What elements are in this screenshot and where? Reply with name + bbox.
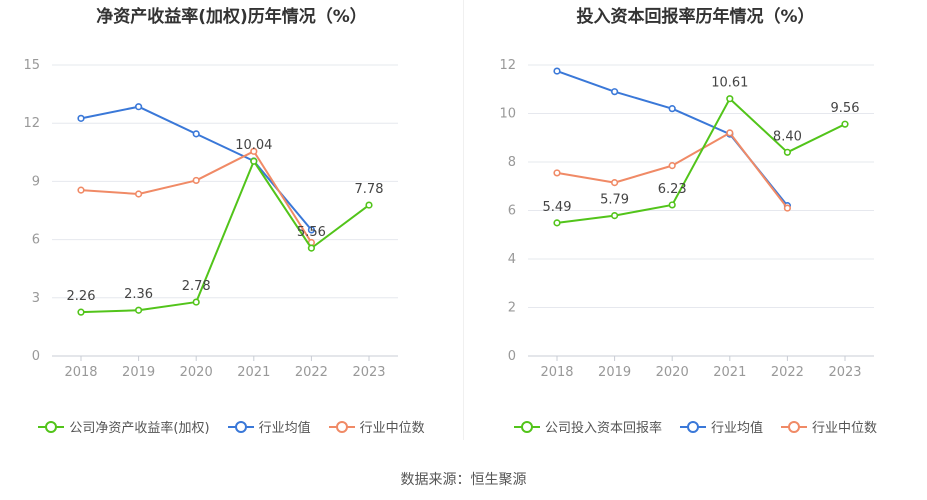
y-tick-label: 2 bbox=[508, 301, 516, 316]
y-tick-label: 15 bbox=[23, 58, 40, 73]
data-point-company bbox=[783, 148, 792, 156]
data-point-avg bbox=[77, 114, 85, 122]
legend-item-industry-median[interactable]: 行业中位数 bbox=[781, 417, 877, 436]
data-point-company bbox=[250, 157, 258, 165]
legend-item-industry-average[interactable]: 行业均值 bbox=[679, 417, 763, 436]
data-label: 2.26 bbox=[67, 289, 96, 304]
legend-line-marker-icon bbox=[38, 420, 65, 434]
roic-chart-panel: 投入资本回报率历年情况（%） 0 2 4 6 8 10 12 2018 2019 2020 2021… bbox=[464, 0, 927, 460]
legend-item-company[interactable]: 公司投入资本回报率 bbox=[513, 417, 662, 436]
x-tick-label: 2018 bbox=[540, 365, 573, 380]
chart-legend: 公司投入资本回报率 行业均值 行业中位数 bbox=[464, 417, 927, 436]
legend-label: 行业中位数 bbox=[812, 421, 878, 436]
y-tick-label: 0 bbox=[32, 349, 40, 364]
legend-label: 行业中位数 bbox=[359, 421, 425, 436]
data-label: 5.49 bbox=[543, 200, 572, 215]
data-source-note: 数据来源：恒生聚源 bbox=[400, 472, 527, 488]
x-tick-label: 2021 bbox=[713, 365, 746, 380]
data-point-median bbox=[611, 179, 619, 187]
series-line-avg bbox=[80, 105, 313, 231]
data-point-avg bbox=[135, 103, 143, 111]
data-point-company bbox=[841, 120, 849, 128]
legend-label: 行业均值 bbox=[258, 421, 311, 436]
data-point-avg bbox=[553, 67, 561, 75]
legend-line-marker-icon bbox=[227, 420, 254, 434]
y-tick-label: 10 bbox=[499, 107, 516, 122]
x-tick-label: 2020 bbox=[656, 365, 689, 380]
legend-line-marker-icon bbox=[781, 420, 807, 434]
legend-label: 公司净资产收益率(加权) bbox=[69, 421, 210, 436]
data-point-company bbox=[726, 95, 734, 103]
data-point-company bbox=[135, 306, 143, 314]
data-point-median bbox=[668, 162, 676, 170]
legend-label: 公司投入资本回报率 bbox=[544, 421, 662, 436]
y-tick-label: 6 bbox=[32, 233, 40, 248]
data-point-company bbox=[611, 211, 619, 220]
data-label: 7.78 bbox=[355, 182, 384, 197]
y-tick-label: 4 bbox=[508, 252, 516, 267]
data-point-median bbox=[250, 147, 258, 155]
data-label: 2.36 bbox=[124, 287, 153, 302]
series-line-company bbox=[556, 97, 846, 224]
y-tick-label: 3 bbox=[32, 291, 40, 306]
data-label: 10.04 bbox=[235, 138, 272, 153]
data-point-company bbox=[668, 201, 676, 209]
x-tick-label: 2021 bbox=[237, 365, 270, 380]
data-label: 9.56 bbox=[831, 101, 860, 116]
data-point-median bbox=[553, 169, 561, 177]
x-tick-label: 2022 bbox=[771, 365, 804, 380]
data-label: 2.78 bbox=[182, 279, 211, 294]
data-point-company bbox=[365, 201, 373, 209]
legend-line-marker-icon bbox=[328, 420, 355, 434]
y-tick-label: 9 bbox=[32, 174, 40, 189]
x-tick-label: 2018 bbox=[64, 365, 97, 380]
roe-line-chart: 0 3 6 9 12 15 2018 2019 2020 2021 2022 2023 2.26 2.36… bbox=[23, 58, 398, 380]
x-tick-label: 2023 bbox=[828, 365, 861, 380]
data-point-median bbox=[192, 176, 200, 185]
chart-title: 投入资本回报率历年情况（%） bbox=[576, 7, 815, 27]
data-point-median bbox=[135, 190, 143, 198]
legend-line-marker-icon bbox=[679, 420, 706, 434]
legend-item-industry-median[interactable]: 行业中位数 bbox=[328, 417, 425, 436]
data-point-avg bbox=[192, 130, 200, 138]
data-label: 5.56 bbox=[297, 225, 326, 240]
data-point-median bbox=[77, 186, 85, 194]
chart-legend: 公司净资产收益率(加权) 行业均值 行业中位数 bbox=[0, 417, 463, 436]
panel-divider bbox=[463, 0, 464, 440]
data-label: 10.61 bbox=[711, 76, 748, 91]
y-tick-label: 12 bbox=[499, 58, 516, 73]
legend-label: 行业均值 bbox=[710, 421, 763, 436]
x-tick-label: 2019 bbox=[598, 365, 631, 380]
x-tick-label: 2023 bbox=[352, 365, 385, 380]
data-point-company bbox=[307, 244, 316, 252]
series-line-company bbox=[80, 160, 370, 314]
legend-item-industry-average[interactable]: 行业均值 bbox=[227, 417, 311, 436]
chart-title: 净资产收益率(加权)历年情况（%） bbox=[96, 7, 367, 27]
data-point-company bbox=[77, 308, 85, 316]
y-tick-label: 8 bbox=[508, 155, 516, 170]
data-label: 8.40 bbox=[773, 129, 802, 144]
data-point-median bbox=[726, 129, 734, 137]
data-label: 5.79 bbox=[600, 193, 629, 208]
roic-line-chart: 0 2 4 6 8 10 12 2018 2019 2020 2021 2022 2023 5.49 5.7… bbox=[499, 58, 874, 380]
x-tick-label: 2022 bbox=[295, 365, 328, 380]
legend-item-company[interactable]: 公司净资产收益率(加权) bbox=[38, 417, 210, 436]
legend-line-marker-icon bbox=[513, 420, 540, 434]
data-label: 6.23 bbox=[658, 182, 687, 197]
roe-chart-panel: 净资产收益率(加权)历年情况（%） 0 3 6 9 12 15 2018 2019 2020 20… bbox=[0, 0, 463, 460]
x-tick-label: 2020 bbox=[180, 365, 213, 380]
data-point-avg bbox=[668, 105, 676, 113]
y-tick-label: 6 bbox=[508, 204, 516, 219]
y-tick-label: 12 bbox=[23, 116, 40, 131]
data-point-avg bbox=[611, 88, 619, 96]
data-point-company bbox=[192, 298, 200, 306]
x-tick-label: 2019 bbox=[122, 365, 155, 380]
y-tick-label: 0 bbox=[508, 349, 516, 364]
data-point-avg bbox=[307, 226, 316, 234]
data-point-company bbox=[553, 219, 561, 227]
data-point-median bbox=[783, 204, 792, 212]
